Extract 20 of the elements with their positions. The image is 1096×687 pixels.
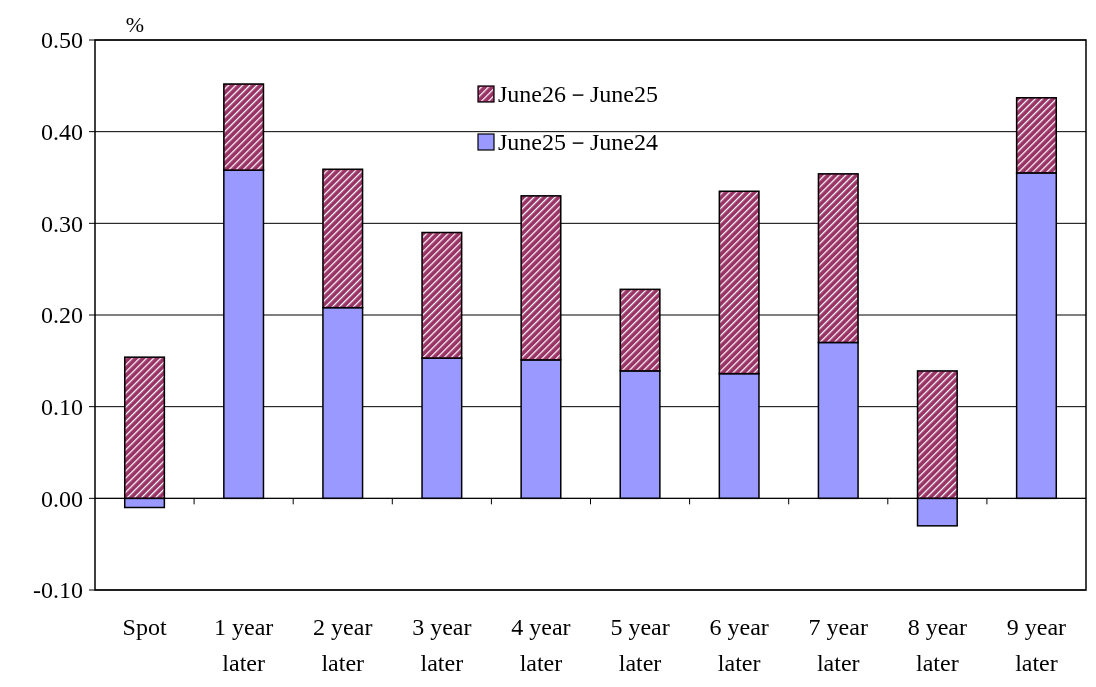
x-tick-label: 7 year later <box>808 614 868 676</box>
x-tick-label: Spot <box>122 614 167 640</box>
y-tick-label: 0.00 <box>41 485 83 512</box>
x-tick-label: 3 year later <box>412 614 472 676</box>
x-tick-label: 2 year later <box>313 614 373 676</box>
x-tick-label: 1 year later <box>214 614 274 676</box>
y-tick-label: 0.10 <box>41 394 83 421</box>
x-tick-label: 6 year later <box>709 614 769 676</box>
y-tick-label: -0.10 <box>33 577 83 604</box>
x-tick-label: 5 year later <box>610 614 670 676</box>
legend-label: June25－June24 <box>498 129 658 156</box>
y-tick-label: 0.50 <box>41 27 83 54</box>
legend-label: June26－June25 <box>498 81 658 108</box>
y-tick-label: 0.40 <box>41 119 83 146</box>
y-axis-title: % <box>125 12 145 37</box>
x-tick-label: 8 year later <box>907 614 968 676</box>
x-tick-label: 4 year later <box>511 614 571 676</box>
y-tick-label: 0.20 <box>41 302 83 329</box>
x-tick-label: 9 year later <box>1006 614 1067 676</box>
y-tick-label: 0.30 <box>41 210 83 237</box>
